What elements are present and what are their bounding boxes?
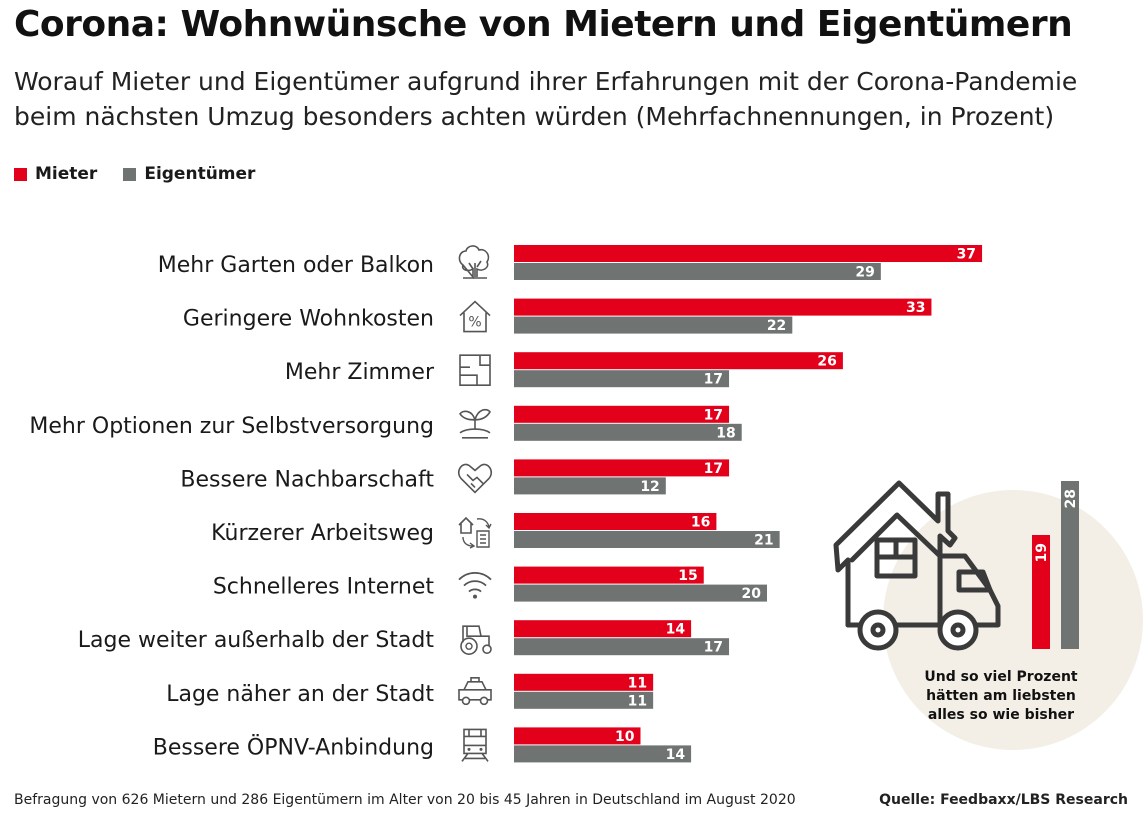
bar-eigentuemer (514, 584, 767, 602)
inset-value-label: 19 (1034, 543, 1050, 562)
bar-row: Bessere Nachbarschaft 17 12 (180, 459, 730, 495)
bar-eigentuemer (514, 263, 881, 280)
category-label: Mehr Optionen zur Selbstversorgung (29, 414, 434, 439)
bar-mieter (514, 405, 730, 423)
house-percent-icon: % (459, 300, 491, 333)
value-label: 21 (754, 533, 773, 549)
bar-eigentuemer (514, 370, 730, 388)
legend-item-mieter: Mieter (14, 164, 97, 184)
value-label: 14 (666, 622, 686, 638)
value-label: 14 (666, 747, 686, 763)
train-icon (461, 728, 489, 762)
bar-row: Mehr Garten oder Balkon 37 29 (158, 245, 983, 281)
value-label: 26 (817, 354, 836, 370)
value-label: 17 (704, 461, 723, 477)
value-label: 22 (767, 318, 786, 334)
value-label: 11 (628, 675, 647, 691)
floorplan-icon (459, 354, 491, 387)
value-label: 10 (615, 729, 635, 745)
value-label: 17 (704, 407, 723, 423)
legend: Mieter Eigentümer (14, 164, 281, 184)
wifi-icon (458, 571, 492, 599)
category-label: Schnelleres Internet (213, 575, 435, 600)
inset-bar-eigentuemer (1061, 481, 1079, 649)
value-label: 17 (704, 640, 723, 656)
chart-title: Corona: Wohnwünsche von Mietern und Eige… (14, 4, 1073, 45)
inset-bar-mieter (1032, 535, 1050, 649)
category-label: Lage näher an der Stadt (166, 682, 434, 707)
bar-mieter (514, 727, 641, 745)
tree-icon (458, 245, 490, 280)
legend-item-eigentuemer: Eigentümer (123, 164, 255, 184)
bar-row: Lage näher an der Stadt 11 11 (166, 673, 654, 709)
category-label: Lage weiter außerhalb der Stadt (78, 628, 435, 653)
category-label: Bessere ÖPNV-Anbindung (153, 734, 434, 760)
plant-icon (459, 408, 491, 439)
value-label: 18 (716, 425, 735, 441)
bar-eigentuemer (514, 745, 692, 763)
value-label: 20 (742, 586, 762, 602)
bar-row: Bessere ÖPNV-Anbindung 10 14 (153, 727, 692, 763)
heart-handshake-icon (457, 463, 493, 494)
bar-mieter (514, 459, 730, 477)
bar-mieter (514, 673, 654, 691)
inset-annotation: Und so viel Prozent hätten am liebsten a… (924, 669, 1078, 723)
bar-eigentuemer (514, 316, 793, 334)
category-label: Kürzerer Arbeitsweg (211, 521, 434, 546)
category-label: Bessere Nachbarschaft (180, 467, 434, 492)
bar-row: Lage weiter außerhalb der Stadt 14 17 (78, 620, 730, 656)
source-credit: Quelle: Feedbaxx/LBS Research (879, 792, 1128, 808)
bar-eigentuemer (514, 691, 654, 709)
legend-label-eigentuemer: Eigentümer (144, 164, 256, 184)
bar-mieter (514, 566, 704, 584)
bar-row: Schnelleres Internet 15 20 (213, 566, 767, 602)
category-label: Geringere Wohnkosten (183, 307, 434, 332)
value-label: 29 (855, 265, 874, 281)
bar-row: Geringere Wohnkosten % 33 22 (183, 298, 932, 334)
house-truck-icon (833, 480, 1001, 651)
bar-row: Mehr Optionen zur Selbstversorgung 17 18 (29, 405, 742, 441)
bar-eigentuemer (514, 423, 742, 441)
taxi-icon (458, 676, 492, 706)
bar-mieter (514, 513, 717, 530)
chart-subtitle: Worauf Mieter und Eigentümer aufgrund ih… (14, 67, 1078, 131)
value-label: 33 (906, 300, 925, 316)
bar-mieter (514, 245, 983, 262)
footnote: Befragung von 626 Mietern und 286 Eigent… (14, 792, 796, 808)
legend-label-mieter: Mieter (35, 164, 98, 184)
legend-swatch-mieter (14, 167, 27, 181)
legend-swatch-eigentuemer (123, 167, 137, 181)
value-label: 15 (678, 568, 697, 584)
bar-mieter (514, 620, 692, 638)
bar-row: Kürzerer Arbeitsweg 16 21 (211, 513, 780, 549)
bar-eigentuemer (514, 531, 780, 548)
bar-mieter (514, 298, 932, 316)
inset-value-label: 28 (1063, 489, 1079, 508)
category-label: Mehr Garten oder Balkon (158, 253, 434, 278)
tractor-icon (460, 625, 492, 656)
value-label: 11 (628, 693, 647, 709)
bar-row: Mehr Zimmer 26 17 (285, 352, 843, 388)
value-label: 12 (640, 479, 659, 495)
value-label: 16 (691, 515, 710, 531)
commute-icon (458, 516, 492, 549)
bar-mieter (514, 352, 843, 370)
category-label: Mehr Zimmer (285, 360, 435, 385)
value-label: 17 (704, 372, 723, 388)
bar-eigentuemer (514, 638, 730, 656)
value-label: 37 (957, 247, 976, 263)
bar-eigentuemer (514, 477, 666, 495)
svg-text:%: % (468, 315, 481, 331)
